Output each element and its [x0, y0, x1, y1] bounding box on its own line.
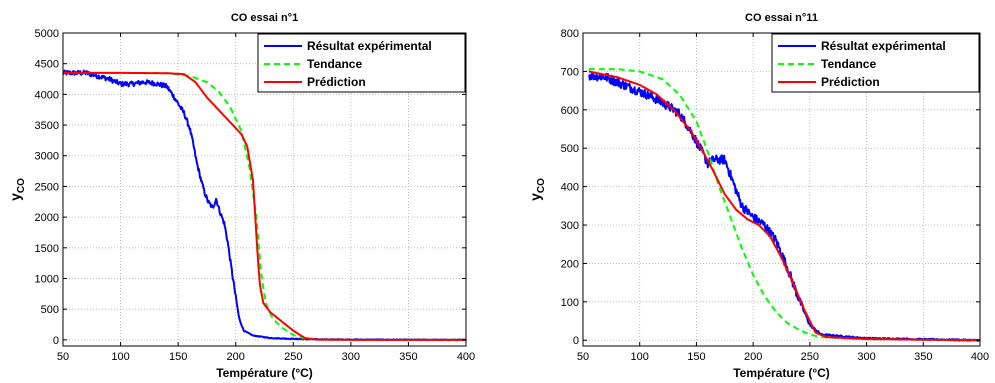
y-tick-label: 100 — [561, 297, 579, 309]
chart-title: CO essai n°11 — [745, 12, 818, 24]
y-axis-label: yCO — [7, 178, 27, 201]
x-tick-label: 100 — [111, 351, 129, 363]
x-tick-label: 400 — [457, 351, 475, 363]
x-tick-label: 200 — [744, 351, 762, 363]
chart-2: 50 100 150 200 250 300 350 400 0 100 200 300 400 500 6… — [527, 12, 989, 380]
y-tick-label: 3000 — [35, 151, 59, 163]
series-line-3 — [63, 71, 466, 341]
y-tick-label: 500 — [41, 304, 59, 316]
y-axis-label-main: y — [7, 193, 23, 201]
x-tick-label: 300 — [342, 351, 360, 363]
x-tick-label: 250 — [284, 351, 302, 363]
y-tick-label: 1000 — [35, 273, 59, 285]
legend-label-3: Prédiction — [307, 75, 366, 89]
y-tick-label: 600 — [561, 105, 579, 117]
y-tick-label: 700 — [561, 66, 579, 78]
y-tick-label: 200 — [561, 258, 579, 270]
x-tick-label: 400 — [971, 351, 989, 363]
y-tick-label: 5000 — [35, 28, 59, 40]
y-tick-label: 500 — [561, 143, 579, 155]
x-axis-label: Température (°C) — [733, 366, 830, 380]
axes-box — [62, 32, 467, 347]
legend-label-1: Résultat expérimental — [307, 39, 432, 53]
y-tick-label: 800 — [561, 28, 579, 40]
y-tick-label: 0 — [53, 335, 59, 347]
y-tick-label: 2500 — [35, 181, 59, 193]
x-tick-label: 300 — [857, 351, 875, 363]
series-line-3 — [588, 70, 980, 342]
legend: Résultat expérimental Tendance Prédiction — [771, 33, 980, 93]
y-axis-label-sub: CO — [16, 178, 27, 193]
y-tick-label: 1500 — [35, 243, 59, 255]
y-tick-label: 3500 — [35, 120, 59, 132]
legend-label-1: Résultat expérimental — [821, 39, 946, 53]
x-tick-label: 50 — [577, 351, 589, 363]
legend-label-3: Prédiction — [821, 75, 880, 89]
x-axis-label: Température (°C) — [216, 366, 313, 380]
legend: Résultat expérimental Tendance Prédiction — [257, 33, 466, 93]
chart-title: CO essai n°1 — [231, 12, 298, 24]
x-tick-label: 150 — [687, 351, 705, 363]
y-tick-label: 0 — [573, 335, 579, 347]
y-axis-label-main: y — [527, 193, 543, 201]
x-tick-label: 100 — [631, 351, 649, 363]
y-axis-label: yCO — [527, 178, 547, 201]
legend-label-2: Tendance — [307, 57, 362, 71]
series-line-2 — [63, 71, 466, 341]
x-tick-label: 350 — [914, 351, 932, 363]
legend-label-2: Tendance — [821, 57, 876, 71]
x-tick-label: 50 — [57, 351, 69, 363]
x-tick-label: 150 — [169, 351, 187, 363]
y-tick-label: 4500 — [35, 59, 59, 71]
y-tick-label: 4000 — [35, 89, 59, 101]
chart-1: 50 100 150 200 250 300 350 40005001000150020002… — [7, 12, 475, 380]
y-tick-label: 2000 — [35, 212, 59, 224]
axes-box — [582, 32, 981, 347]
y-tick-label: 300 — [561, 220, 579, 232]
y-axis-label-sub: CO — [536, 178, 547, 193]
x-tick-label: 250 — [801, 351, 819, 363]
y-tick-label: 400 — [561, 182, 579, 194]
x-tick-label: 200 — [227, 351, 245, 363]
x-tick-label: 350 — [399, 351, 417, 363]
